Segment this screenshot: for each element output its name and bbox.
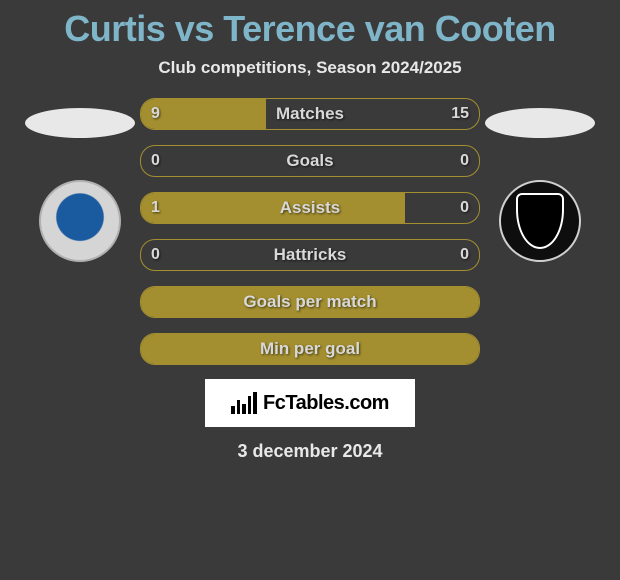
shield-icon	[516, 193, 564, 249]
stat-label: Assists	[141, 198, 479, 218]
stat-row: Min per goal	[140, 333, 480, 365]
stat-value-right: 0	[460, 152, 469, 170]
player-right-column	[480, 98, 600, 262]
stats-panel: Matches915Goals00Assists10Hattricks00Goa…	[140, 98, 480, 365]
club-crest-right	[499, 180, 581, 262]
comparison-body: Matches915Goals00Assists10Hattricks00Goa…	[0, 98, 620, 365]
stat-value-left: 9	[151, 105, 160, 123]
stat-value-right: 0	[460, 199, 469, 217]
player-left-placeholder	[25, 108, 135, 138]
stat-value-right: 0	[460, 246, 469, 264]
stat-row: Matches9 15	[140, 98, 480, 130]
stat-label: Goals	[141, 151, 479, 171]
player-left-column	[20, 98, 140, 262]
stat-row: Assists1 0	[140, 192, 480, 224]
stat-label: Min per goal	[141, 339, 479, 359]
subtitle: Club competitions, Season 2024/2025	[158, 58, 461, 78]
stat-value-right: 15	[451, 105, 469, 123]
stat-row: Goals0 0	[140, 145, 480, 177]
stat-label: Matches	[141, 104, 479, 124]
club-crest-left	[39, 180, 121, 262]
stat-value-left: 0	[151, 246, 160, 264]
page-title: Curtis vs Terence van Cooten	[64, 8, 555, 50]
stat-value-left: 0	[151, 152, 160, 170]
chart-icon	[231, 392, 257, 414]
comparison-card: Curtis vs Terence van Cooten Club compet…	[0, 0, 620, 580]
stat-label: Goals per match	[141, 292, 479, 312]
stat-value-left: 1	[151, 199, 160, 217]
player-right-placeholder	[485, 108, 595, 138]
branding-badge[interactable]: FcTables.com	[205, 379, 415, 427]
stat-row: Hattricks0 0	[140, 239, 480, 271]
branding-text: FcTables.com	[263, 392, 389, 415]
date-label: 3 december 2024	[237, 441, 382, 462]
stat-row: Goals per match	[140, 286, 480, 318]
stat-label: Hattricks	[141, 245, 479, 265]
